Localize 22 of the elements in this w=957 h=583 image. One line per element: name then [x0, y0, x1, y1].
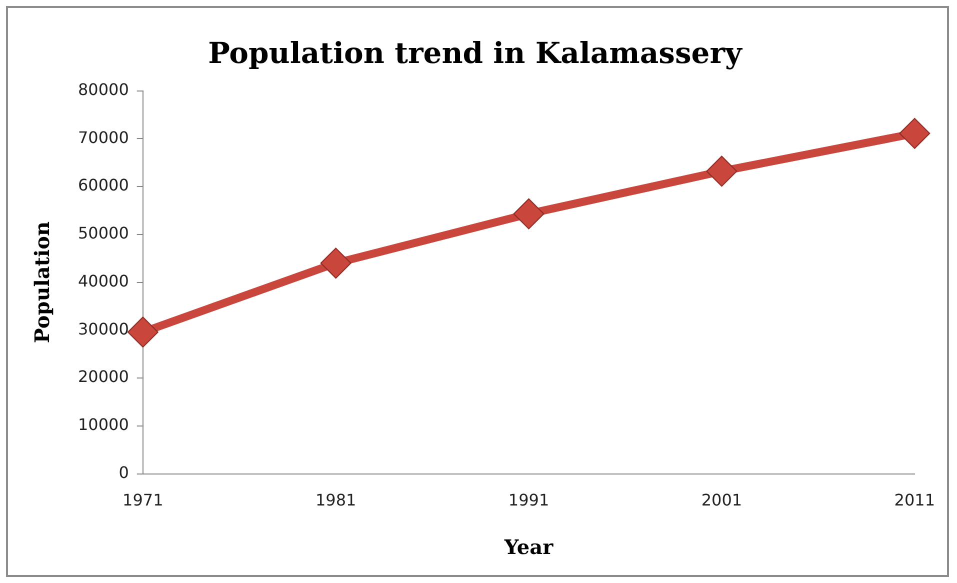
y-tick-label: 20000 — [78, 367, 129, 386]
y-tick-label: 60000 — [78, 176, 129, 195]
y-axis-title: Population — [30, 221, 54, 344]
point — [513, 198, 544, 230]
y-tick-label: 40000 — [78, 271, 129, 290]
point — [899, 118, 930, 149]
x-tick-label: 1981 — [315, 490, 356, 510]
chart-title: Population trend in Kalamassery — [208, 36, 744, 70]
x-tick-label: 2011 — [894, 490, 935, 510]
y-tick-label: 80000 — [78, 80, 129, 99]
point — [320, 248, 352, 279]
point — [706, 156, 738, 187]
x-tick-label: 1991 — [508, 490, 550, 510]
y-tick-label: 0 — [118, 462, 129, 482]
y-tick-label: 70000 — [78, 128, 129, 147]
y-tick-label: 10000 — [78, 415, 129, 434]
point — [127, 316, 158, 348]
x-axis-title: Year — [503, 535, 554, 560]
x-tick-label: 1971 — [122, 490, 164, 510]
x-tick-label: 2001 — [701, 490, 742, 510]
y-tick-label: 30000 — [78, 319, 129, 338]
y-tick-label: 50000 — [78, 224, 129, 243]
